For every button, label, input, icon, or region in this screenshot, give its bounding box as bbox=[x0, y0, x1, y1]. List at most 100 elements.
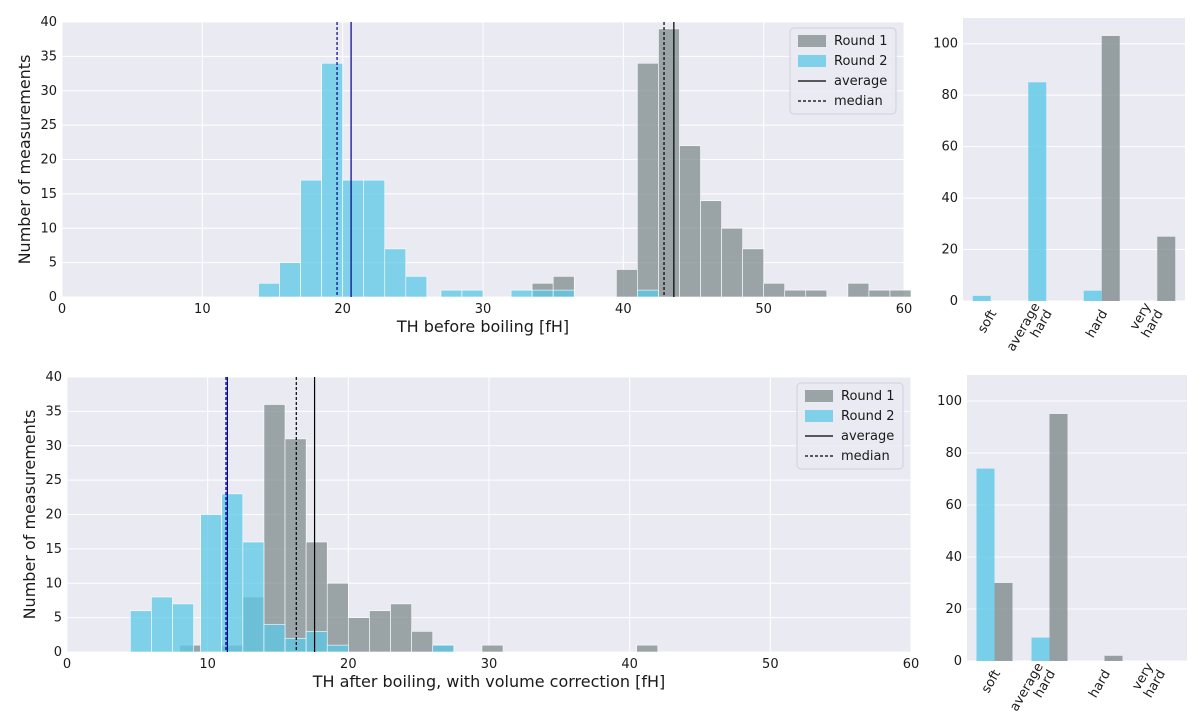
category-label: soft bbox=[975, 308, 1000, 336]
x-tick-label: 40 bbox=[621, 657, 638, 672]
histogram-bar bbox=[326, 644, 349, 653]
category-bar bbox=[1101, 36, 1120, 301]
category-bar bbox=[1028, 82, 1047, 302]
histogram-bar bbox=[221, 493, 244, 653]
y-tick-label: 20 bbox=[45, 508, 62, 523]
histogram-bar bbox=[552, 289, 575, 298]
category-bar bbox=[1049, 414, 1068, 661]
hist-after: 0 5 10 15 20 25 30 35 40 0 10 20 30 40 50 60 TH after bo… bbox=[20, 370, 919, 691]
y-tick-label: 0 bbox=[950, 294, 958, 309]
cat-before: 0 20 40 60 80 100 soft averagehard hard veryhard bbox=[933, 18, 1185, 354]
histogram-bar bbox=[263, 404, 286, 653]
x-tick-label: 50 bbox=[755, 302, 772, 317]
y-tick-label: 15 bbox=[45, 542, 62, 557]
histogram-bar bbox=[742, 248, 764, 298]
histogram-bar bbox=[679, 145, 701, 298]
x-tick-label: 10 bbox=[194, 302, 211, 317]
histogram-bar bbox=[300, 179, 322, 298]
histogram-bar bbox=[258, 282, 280, 298]
histogram-bar bbox=[721, 227, 743, 298]
histogram-bar bbox=[172, 603, 194, 653]
histogram-bar bbox=[321, 62, 343, 298]
histogram-bar bbox=[326, 582, 349, 653]
y-tick-label: 40 bbox=[45, 370, 62, 385]
legend-box bbox=[789, 27, 897, 115]
histogram-bar bbox=[342, 179, 365, 298]
legend-label: average bbox=[834, 74, 887, 89]
y-tick-label: 100 bbox=[937, 394, 962, 409]
histogram-bar bbox=[411, 631, 434, 653]
x-tick-label: 0 bbox=[63, 657, 71, 672]
histogram-bar bbox=[440, 289, 463, 298]
legend-box bbox=[796, 382, 904, 470]
y-tick-label: 10 bbox=[45, 576, 62, 591]
y-tick-label: 20 bbox=[40, 153, 57, 168]
x-tick-label: 40 bbox=[615, 302, 632, 317]
histogram-bar bbox=[242, 541, 265, 653]
histogram-bar bbox=[432, 644, 455, 653]
legend-swatch bbox=[798, 55, 826, 67]
y-tick-label: 35 bbox=[45, 404, 62, 419]
y-tick-label: 25 bbox=[40, 118, 57, 133]
histogram-bar bbox=[130, 610, 152, 653]
histogram-bar bbox=[305, 631, 328, 653]
legend-swatch bbox=[805, 390, 833, 402]
y-tick-label: 0 bbox=[49, 290, 57, 305]
hist-before: 0 5 10 15 20 25 30 35 40 0 10 20 30 40 50 60 TH before b… bbox=[15, 15, 912, 336]
category-label: veryhard bbox=[1127, 300, 1167, 340]
histogram-bar bbox=[363, 179, 386, 298]
category-bar bbox=[972, 295, 991, 301]
histogram-bar bbox=[405, 276, 428, 298]
x-tick-label: 20 bbox=[340, 657, 357, 672]
legend-label: Round 2 bbox=[834, 54, 888, 69]
histogram-bar bbox=[531, 289, 554, 298]
plot-area bbox=[963, 18, 1185, 301]
y-axis-label: Number of measurements bbox=[15, 55, 34, 265]
y-tick-label: 100 bbox=[933, 37, 958, 52]
x-tick-label: 60 bbox=[903, 657, 920, 672]
histogram-bar bbox=[889, 289, 912, 298]
x-tick-label: 30 bbox=[481, 657, 498, 672]
category-label: veryhard bbox=[1129, 660, 1169, 700]
legend-label: Round 2 bbox=[841, 409, 895, 424]
histogram-bar bbox=[510, 289, 533, 298]
histogram-bar bbox=[384, 248, 407, 298]
legend-label: median bbox=[834, 94, 883, 109]
histogram-bar bbox=[637, 62, 659, 298]
legend: Round 1 Round 2 average median bbox=[789, 27, 897, 115]
x-tick-label: 50 bbox=[762, 657, 779, 672]
legend-label: median bbox=[841, 449, 890, 464]
category-label: hard bbox=[1083, 308, 1111, 341]
histogram-bar bbox=[636, 644, 659, 653]
y-tick-label: 15 bbox=[40, 187, 57, 202]
histogram-bar bbox=[279, 262, 301, 298]
histogram-bar bbox=[700, 200, 722, 298]
histogram-bar bbox=[805, 289, 828, 298]
legend-swatch bbox=[798, 35, 826, 47]
y-tick-label: 40 bbox=[941, 191, 958, 206]
y-axis-label: Number of measurements bbox=[20, 410, 39, 620]
y-tick-label: 80 bbox=[945, 446, 962, 461]
x-axis-label: TH after boiling, with volume correction… bbox=[312, 672, 666, 691]
cat-after: 0 20 40 60 80 100 soft averagehard hard veryhard bbox=[937, 375, 1187, 714]
histogram-bar bbox=[348, 617, 370, 653]
category-bar bbox=[994, 583, 1013, 661]
y-tick-label: 60 bbox=[941, 140, 958, 155]
histogram-bar bbox=[637, 289, 659, 298]
category-label: hard bbox=[1086, 668, 1114, 701]
y-tick-label: 10 bbox=[40, 221, 57, 236]
histogram-bar bbox=[200, 514, 223, 653]
y-tick-label: 40 bbox=[945, 550, 962, 565]
histogram-bar bbox=[481, 644, 504, 653]
histogram-bar bbox=[284, 637, 307, 653]
histogram-bar bbox=[284, 438, 307, 653]
x-axis-label: TH before boiling [fH] bbox=[396, 317, 569, 336]
histogram-bar bbox=[616, 269, 638, 298]
y-tick-label: 80 bbox=[941, 88, 958, 103]
histogram-bar bbox=[151, 596, 173, 653]
legend-swatch bbox=[805, 410, 833, 422]
legend-label: Round 1 bbox=[841, 389, 895, 404]
x-tick-label: 30 bbox=[475, 302, 492, 317]
y-tick-label: 30 bbox=[40, 84, 57, 99]
